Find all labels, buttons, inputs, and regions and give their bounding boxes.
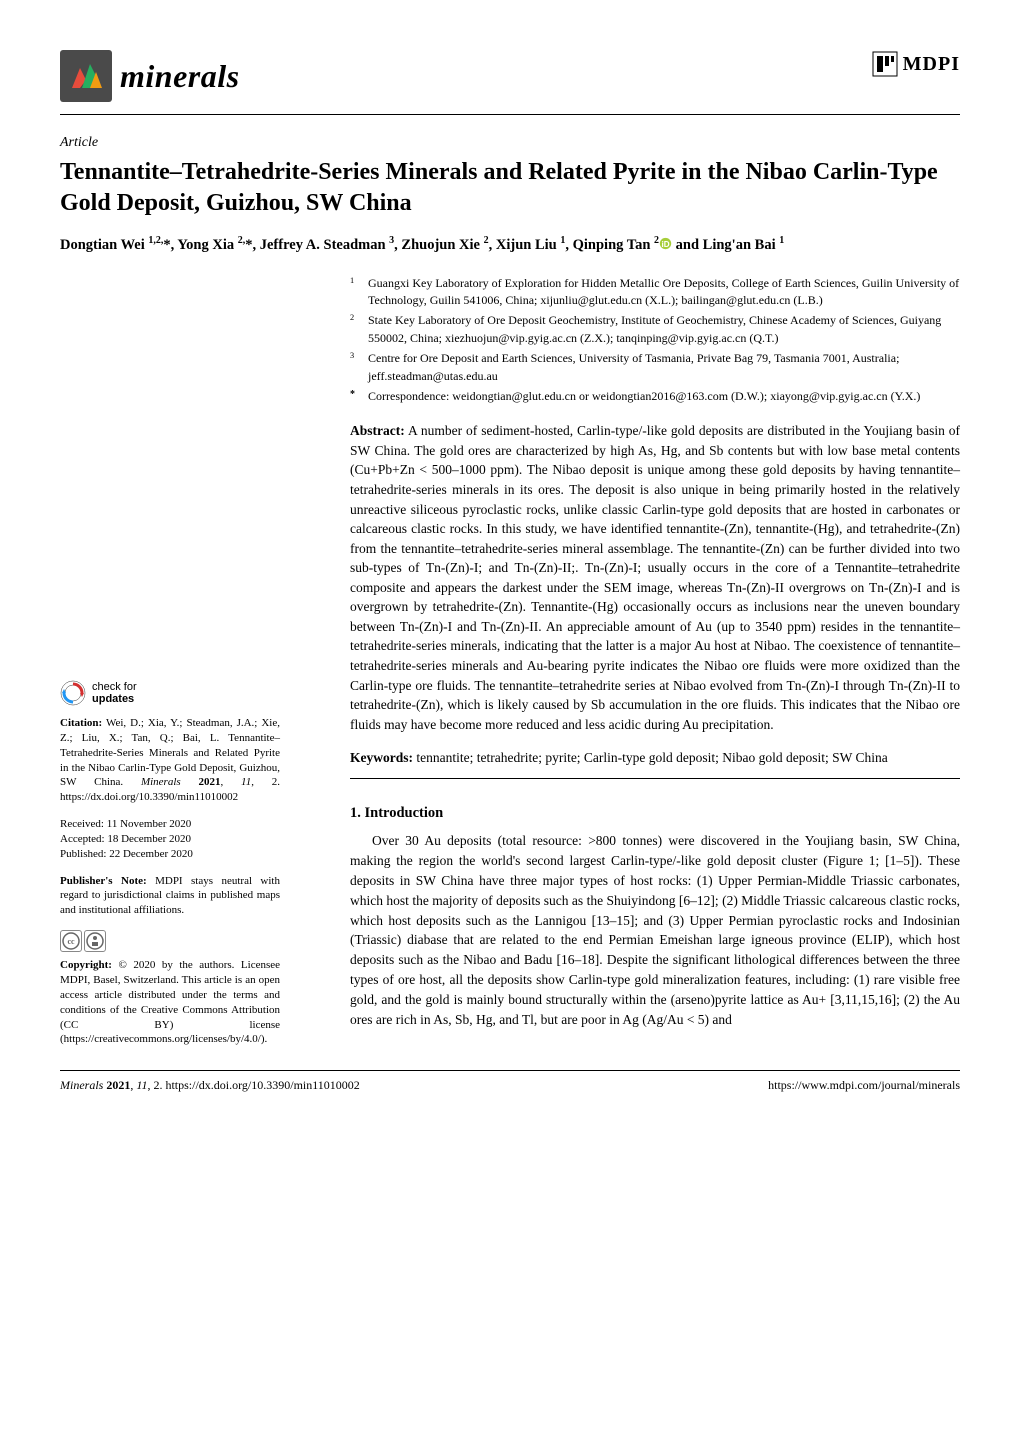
copyright-block: Copyright: © 2020 by the authors. Licens… (60, 958, 280, 1047)
keywords-rule (350, 778, 960, 779)
authors-line: Dongtian Wei 1,2,*, Yong Xia 2,*, Jeffre… (60, 233, 960, 257)
abstract-label: Abstract: (350, 423, 405, 438)
affiliation-2: 2State Key Laboratory of Ore Deposit Geo… (350, 312, 960, 347)
section-1-heading: 1. Introduction (350, 803, 960, 823)
left-sidebar: check forupdates Citation: Wei, D.; Xia,… (60, 680, 280, 1059)
published-date: Published: 22 December 2020 (60, 847, 280, 862)
check-for-updates[interactable]: check forupdates (60, 680, 280, 706)
intro-paragraph: Over 30 Au deposits (total resource: >80… (350, 831, 960, 1029)
accepted-date: Accepted: 18 December 2020 (60, 832, 280, 847)
journal-name: minerals (120, 54, 240, 99)
by-icon (84, 930, 106, 952)
minerals-logo-icon (60, 50, 112, 102)
affiliations-list: 1Guangxi Key Laboratory of Exploration f… (350, 275, 960, 406)
svg-text:cc: cc (67, 937, 75, 946)
publishers-note-label: Publisher's Note: (60, 875, 147, 887)
section-1-body: Over 30 Au deposits (total resource: >80… (350, 831, 960, 1029)
citation-block: Citation: Wei, D.; Xia, Y.; Steadman, J.… (60, 716, 280, 805)
publishers-note-block: Publisher's Note: MDPI stays neutral wit… (60, 874, 280, 919)
correspondence: *Correspondence: weidongtian@glut.edu.cn… (350, 388, 960, 405)
footer-right[interactable]: https://www.mdpi.com/journal/minerals (768, 1077, 960, 1094)
dates-block: Received: 11 November 2020 Accepted: 18 … (60, 817, 280, 862)
received-date: Received: 11 November 2020 (60, 817, 280, 832)
copyright-text: © 2020 by the authors. Licensee MDPI, Ba… (60, 959, 280, 1045)
check-updates-icon (60, 680, 86, 706)
copyright-label: Copyright: (60, 959, 112, 971)
affiliation-1: 1Guangxi Key Laboratory of Exploration f… (350, 275, 960, 310)
article-title: Tennantite–Tetrahedrite-Series Minerals … (60, 157, 960, 219)
publisher-name: MDPI (903, 50, 960, 78)
header-rule (60, 114, 960, 115)
keywords: Keywords: tennantite; tetrahedrite; pyri… (350, 748, 960, 768)
page-footer: Minerals 2021, 11, 2. https://dx.doi.org… (60, 1070, 960, 1094)
mdpi-logo: MDPI (871, 50, 960, 78)
cc-icon: cc (60, 930, 82, 952)
check-updates-text: check forupdates (92, 681, 137, 705)
footer-left: Minerals 2021, 11, 2. https://dx.doi.org… (60, 1077, 360, 1094)
affiliation-3: 3Centre for Ore Deposit and Earth Scienc… (350, 350, 960, 385)
citation-label: Citation: (60, 717, 102, 729)
abstract: Abstract: A number of sediment-hosted, C… (350, 421, 960, 734)
mdpi-icon (871, 50, 899, 78)
cc-license-icons: cc (60, 930, 280, 952)
journal-logo: minerals (60, 50, 240, 102)
keywords-text: tennantite; tetrahedrite; pyrite; Carlin… (416, 750, 887, 765)
orcid-icon[interactable]: iD (659, 237, 672, 250)
svg-text:iD: iD (661, 240, 669, 249)
page-header: minerals MDPI (60, 50, 960, 102)
abstract-text: A number of sediment-hosted, Carlin-type… (350, 423, 960, 731)
article-type: Article (60, 133, 960, 153)
keywords-label: Keywords: (350, 750, 413, 765)
